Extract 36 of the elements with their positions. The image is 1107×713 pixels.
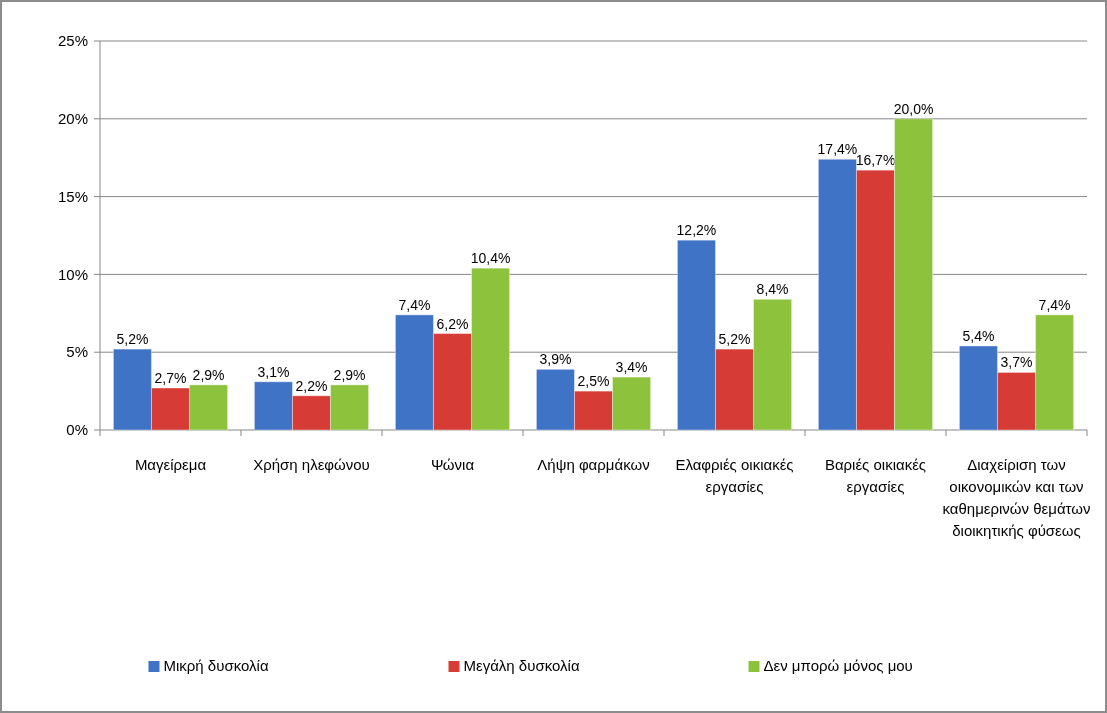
data-label: 17,4%: [817, 141, 858, 158]
data-label: 3,7%: [1000, 354, 1033, 371]
x-tick-label: Λήψη φαρμάκων: [537, 456, 650, 473]
x-tick-label: Βαριές οικιακές εργασίες: [824, 456, 927, 495]
data-label: 3,1%: [257, 363, 290, 380]
y-tick-label: 5%: [66, 343, 88, 361]
data-label: 5,2%: [718, 331, 751, 348]
data-label: 7,4%: [1038, 296, 1071, 313]
legend-label: Δεν μπορώ μόνος μου: [763, 657, 913, 674]
x-tick-label: Ελαφριές οικιακές εργασίες: [675, 456, 794, 495]
x-tick-label: Χρήση ηλεφώνου: [253, 456, 370, 473]
data-label: 3,4%: [615, 359, 648, 376]
y-tick-label: 15%: [57, 187, 88, 205]
data-label: 2,5%: [577, 373, 610, 390]
data-label: 20,0%: [893, 100, 934, 117]
x-tick-label: Μαγείρεμα: [134, 456, 207, 473]
data-label: 5,4%: [962, 327, 995, 344]
data-label: 5,2%: [116, 331, 149, 348]
data-label: 2,2%: [295, 377, 328, 394]
data-label: 6,2%: [436, 315, 469, 332]
data-label: 2,9%: [333, 366, 366, 383]
y-tick-label: 0%: [66, 421, 88, 439]
data-label: 2,7%: [154, 369, 187, 386]
y-tick-label: 25%: [57, 32, 88, 50]
legend-label: Μεγάλη δυσκολία: [463, 657, 580, 674]
x-tick-label: Ψώνια: [430, 456, 475, 473]
data-label: 8,4%: [756, 281, 789, 298]
data-label: 12,2%: [676, 222, 717, 239]
y-tick-label: 20%: [57, 110, 88, 128]
data-label: 3,9%: [539, 351, 572, 368]
y-tick-label: 10%: [57, 265, 88, 283]
x-tick-label: Διαχείριση των οικονομικών και των καθημερινών θεμάτων διοικητικής φύσεως: [942, 456, 1091, 539]
legend-label: Μικρή δυσκολία: [163, 657, 269, 674]
data-label: 2,9%: [192, 366, 225, 383]
data-label: 7,4%: [398, 296, 431, 313]
data-label: 10,4%: [470, 250, 511, 267]
